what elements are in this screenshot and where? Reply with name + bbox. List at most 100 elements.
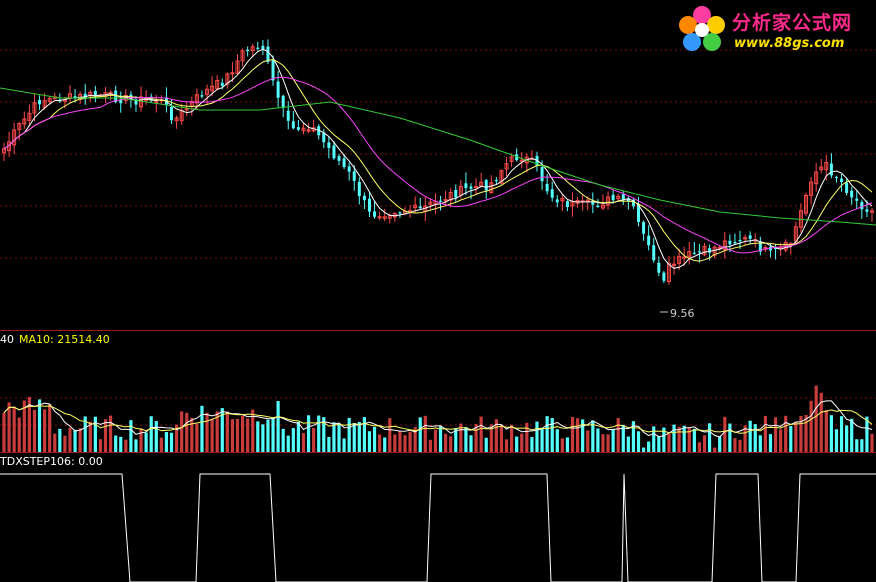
- volume-bar: [570, 416, 575, 452]
- candlestick: [515, 154, 519, 161]
- ma5-line: [3, 48, 873, 269]
- candlestick: [332, 145, 336, 159]
- volume-bar: [834, 429, 839, 452]
- volume-bar: [540, 427, 544, 452]
- volume-ma10-line: [3, 405, 873, 434]
- volume-bar: [535, 421, 539, 452]
- volume-bar: [306, 415, 311, 452]
- candlestick: [545, 183, 549, 192]
- candlestick: [327, 142, 331, 148]
- candlestick: [647, 235, 651, 246]
- volume-bar: [454, 428, 458, 452]
- candlestick: [246, 49, 250, 52]
- candlestick: [728, 240, 732, 245]
- candlestick: [256, 47, 260, 49]
- volume-bar: [601, 434, 605, 452]
- volume-bar: [210, 418, 214, 452]
- indicator-label: TDXSTEP106: 0.00: [0, 455, 103, 468]
- volume-bar: [271, 418, 275, 452]
- volume-bar: [565, 437, 570, 452]
- volume-bar: [428, 439, 432, 452]
- candlestick: [540, 167, 544, 182]
- volume-bar: [809, 400, 813, 452]
- volume-bar: [322, 417, 326, 452]
- candlestick: [250, 46, 255, 52]
- volume-bar: [281, 428, 285, 452]
- volume-bar: [159, 437, 163, 452]
- volume-bar: [129, 420, 133, 452]
- candlestick: [448, 191, 453, 201]
- volume-bar: [469, 435, 473, 452]
- volume-bar: [733, 438, 737, 452]
- candlestick: [814, 171, 819, 185]
- candlestick: [743, 237, 748, 240]
- volume-bar: [758, 435, 762, 452]
- volume-bar: [581, 419, 585, 452]
- candlestick: [352, 171, 356, 181]
- candlestick: [317, 126, 321, 136]
- volume-bar: [444, 433, 448, 452]
- volume-bar: [773, 417, 778, 452]
- volume-bar: [829, 415, 833, 452]
- candlestick: [342, 158, 346, 168]
- volume-bar: [753, 424, 757, 452]
- volume-bar: [240, 415, 245, 452]
- candlestick: [134, 99, 138, 105]
- candlestick: [17, 123, 22, 131]
- candlestick: [266, 46, 270, 62]
- candlestick: [347, 166, 351, 172]
- volume-bar: [17, 417, 21, 452]
- volume-bar: [266, 419, 270, 452]
- candlestick: [286, 110, 290, 121]
- volume-bar: [73, 429, 77, 452]
- candlestick: [170, 107, 174, 121]
- candlestick: [677, 255, 682, 264]
- candlestick: [2, 148, 6, 154]
- volume-bar: [261, 424, 265, 452]
- candlestick: [367, 198, 371, 212]
- volume-bar: [352, 423, 356, 452]
- volume-ma10-label: MA10: 21514.40: [19, 333, 110, 346]
- volume-bar: [504, 439, 509, 452]
- candlestick: [555, 199, 559, 203]
- volume-bar: [357, 421, 361, 452]
- volume-bar: [78, 428, 82, 452]
- volume-bar: [555, 429, 559, 452]
- volume-bar: [494, 419, 498, 452]
- candlestick: [809, 181, 814, 196]
- volume-bar: [692, 428, 696, 452]
- volume-bar: [149, 416, 153, 452]
- step-indicator-line: [0, 473, 876, 582]
- volume-bar: [190, 418, 194, 452]
- candlestick: [509, 156, 514, 162]
- volume-bar: [459, 423, 463, 452]
- volume-bar: [515, 436, 519, 452]
- candlestick: [276, 81, 280, 98]
- volume-bar: [225, 411, 229, 452]
- volume-bar: [215, 411, 219, 452]
- volume-bar: [347, 417, 351, 452]
- volume-bar: [768, 434, 773, 452]
- volume-bar: [53, 433, 57, 452]
- volume-bar: [83, 416, 87, 452]
- volume-bar: [124, 439, 128, 452]
- candlestick: [637, 203, 641, 223]
- volume-bar: [438, 426, 443, 452]
- volume-bar: [865, 416, 869, 452]
- volume-bar: [403, 435, 407, 452]
- volume-bar: [728, 423, 732, 452]
- candlestick: [845, 182, 849, 193]
- candlestick: [600, 204, 605, 209]
- candlestick: [301, 127, 306, 131]
- volume-bar: [393, 434, 397, 452]
- volume-bar: [185, 412, 189, 452]
- candlestick: [184, 108, 189, 111]
- candlestick: [418, 206, 422, 209]
- volume-bar: [845, 425, 849, 452]
- volume-bar: [713, 447, 717, 452]
- volume-bar: [114, 435, 118, 452]
- volume-bar: [37, 399, 42, 452]
- volume-bar: [63, 435, 67, 452]
